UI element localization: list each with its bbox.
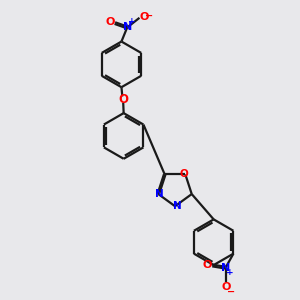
Text: N: N — [155, 189, 164, 199]
Text: +: + — [226, 268, 234, 278]
Text: O: O — [139, 12, 148, 22]
Text: N: N — [173, 201, 182, 211]
Text: O: O — [106, 17, 115, 27]
Text: O: O — [221, 282, 231, 292]
Text: O: O — [202, 260, 212, 271]
Text: O: O — [118, 93, 128, 106]
Text: O: O — [179, 169, 188, 179]
Text: −: − — [145, 11, 153, 21]
Text: N: N — [122, 22, 132, 32]
Text: +: + — [128, 17, 135, 26]
Text: −: − — [227, 286, 235, 296]
Text: N: N — [221, 263, 230, 273]
